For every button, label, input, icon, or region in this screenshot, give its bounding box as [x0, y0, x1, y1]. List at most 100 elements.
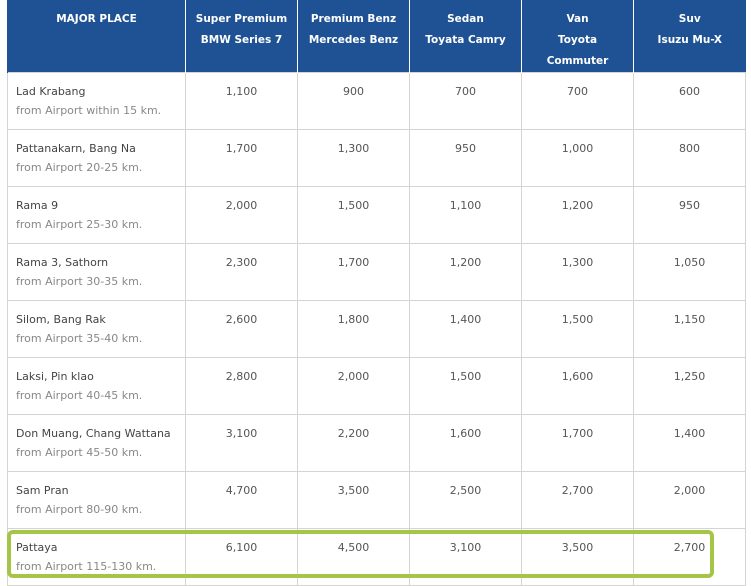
- place-distance: from Airport 35-40 km.: [16, 332, 143, 345]
- place-cell: Laksi, Pin klao from Airport 40-45 km.: [7, 357, 186, 415]
- price-sedan: 1,600: [409, 414, 522, 472]
- place-name: Don Muang, Chang Wattana: [16, 427, 171, 440]
- price-premium-benz: 900: [297, 72, 410, 130]
- price-premium-benz: 4,500: [297, 528, 410, 586]
- place-distance: from Airport 115-130 km.: [16, 560, 157, 573]
- price-suv: 1,150: [633, 300, 746, 358]
- price-super-premium: 2,300: [185, 243, 298, 301]
- price-super-premium: 2,600: [185, 300, 298, 358]
- price-van: 700: [521, 72, 634, 130]
- place-name: Rama 3, Sathorn: [16, 256, 109, 269]
- place-name: Pattaya: [16, 541, 58, 554]
- price-premium-benz: 1,300: [297, 129, 410, 187]
- price-sedan: 1,200: [409, 243, 522, 301]
- table-header-row: MAJOR PLACE Super Premium BMW Series 7 P…: [7, 0, 746, 73]
- header-line1: Super Premium: [195, 13, 288, 25]
- price-sedan: 3,100: [409, 528, 522, 586]
- header-line2: Mercedes Benz: [308, 34, 399, 46]
- header-line2: Toyata Camry: [425, 34, 506, 46]
- price-super-premium: 2,000: [185, 186, 298, 244]
- price-sedan: 700: [409, 72, 522, 130]
- price-super-premium: 1,100: [185, 72, 298, 130]
- price-sedan: 2,500: [409, 471, 522, 529]
- place-distance: from Airport 40-45 km.: [16, 389, 143, 402]
- price-van: 1,300: [521, 243, 634, 301]
- table-row: Pattanakarn, Bang Na from Airport 20-25 …: [7, 129, 746, 187]
- table-row: Silom, Bang Rak from Airport 35-40 km. 2…: [7, 300, 746, 358]
- header-sedan: Sedan Toyata Camry: [409, 0, 522, 73]
- table-row: Rama 9 from Airport 25-30 km. 2,000 1,50…: [7, 186, 746, 244]
- place-distance: from Airport 25-30 km.: [16, 218, 143, 231]
- price-van: 3,500: [521, 528, 634, 586]
- place-cell: Pattanakarn, Bang Na from Airport 20-25 …: [7, 129, 186, 187]
- price-van: 1,000: [521, 129, 634, 187]
- place-distance: from Airport 20-25 km.: [16, 161, 143, 174]
- price-van: 1,600: [521, 357, 634, 415]
- price-suv: 2,000: [633, 471, 746, 529]
- price-suv: 1,250: [633, 357, 746, 415]
- place-name: Rama 9: [16, 199, 59, 212]
- place-cell: Don Muang, Chang Wattana from Airport 45…: [7, 414, 186, 472]
- place-name: Sam Pran: [16, 484, 69, 497]
- header-line2: Toyota Commuter: [546, 34, 609, 67]
- price-super-premium: 4,700: [185, 471, 298, 529]
- price-super-premium: 6,100: [185, 528, 298, 586]
- place-distance: from Airport 80-90 km.: [16, 503, 143, 516]
- header-premium-benz: Premium Benz Mercedes Benz: [297, 0, 410, 73]
- table-row: Rama 3, Sathorn from Airport 30-35 km. 2…: [7, 243, 746, 301]
- price-suv: 1,400: [633, 414, 746, 472]
- place-distance: from Airport 30-35 km.: [16, 275, 143, 288]
- place-name: Pattanakarn, Bang Na: [16, 142, 136, 155]
- price-suv: 950: [633, 186, 746, 244]
- price-premium-benz: 2,200: [297, 414, 410, 472]
- price-van: 1,700: [521, 414, 634, 472]
- price-super-premium: 3,100: [185, 414, 298, 472]
- place-distance: from Airport within 15 km.: [16, 104, 162, 117]
- price-sedan: 950: [409, 129, 522, 187]
- place-cell: Rama 3, Sathorn from Airport 30-35 km.: [7, 243, 186, 301]
- table-row: Lad Krabang from Airport within 15 km. 1…: [7, 72, 746, 130]
- place-cell: Pattaya from Airport 115-130 km.: [7, 528, 186, 586]
- table-row: Sam Pran from Airport 80-90 km. 4,700 3,…: [7, 471, 746, 529]
- price-suv: 800: [633, 129, 746, 187]
- table-row: Laksi, Pin klao from Airport 40-45 km. 2…: [7, 357, 746, 415]
- header-line1: Suv: [678, 13, 701, 25]
- place-distance: from Airport 45-50 km.: [16, 446, 143, 459]
- price-super-premium: 1,700: [185, 129, 298, 187]
- header-super-premium: Super Premium BMW Series 7: [185, 0, 298, 73]
- price-premium-benz: 2,000: [297, 357, 410, 415]
- price-premium-benz: 1,500: [297, 186, 410, 244]
- transfer-rates-table: MAJOR PLACE Super Premium BMW Series 7 P…: [7, 0, 746, 586]
- price-sedan: 1,500: [409, 357, 522, 415]
- price-van: 1,500: [521, 300, 634, 358]
- place-cell: Sam Pran from Airport 80-90 km.: [7, 471, 186, 529]
- table-row-highlighted: Pattaya from Airport 115-130 km. 6,100 4…: [7, 528, 746, 586]
- place-name: Laksi, Pin klao: [16, 370, 94, 383]
- price-sedan: 1,400: [409, 300, 522, 358]
- header-line2: Isuzu Mu-X: [657, 34, 722, 46]
- table-row: Don Muang, Chang Wattana from Airport 45…: [7, 414, 746, 472]
- header-line2: BMW Series 7: [200, 34, 283, 46]
- place-cell: Rama 9 from Airport 25-30 km.: [7, 186, 186, 244]
- price-van: 1,200: [521, 186, 634, 244]
- place-cell: Lad Krabang from Airport within 15 km.: [7, 72, 186, 130]
- price-suv: 600: [633, 72, 746, 130]
- place-name: Silom, Bang Rak: [16, 313, 106, 326]
- place-name: Lad Krabang: [16, 85, 86, 98]
- header-line1: MAJOR PLACE: [56, 13, 137, 25]
- price-suv: 1,050: [633, 243, 746, 301]
- price-sedan: 1,100: [409, 186, 522, 244]
- price-premium-benz: 3,500: [297, 471, 410, 529]
- header-suv: Suv Isuzu Mu-X: [633, 0, 746, 73]
- header-van: Van Toyota Commuter: [521, 0, 634, 73]
- price-premium-benz: 1,700: [297, 243, 410, 301]
- price-van: 2,700: [521, 471, 634, 529]
- header-line1: Sedan: [447, 13, 484, 25]
- price-super-premium: 2,800: [185, 357, 298, 415]
- price-premium-benz: 1,800: [297, 300, 410, 358]
- header-major-place: MAJOR PLACE: [7, 0, 186, 73]
- header-line1: Premium Benz: [310, 13, 397, 25]
- place-cell: Silom, Bang Rak from Airport 35-40 km.: [7, 300, 186, 358]
- price-suv: 2,700: [633, 528, 746, 586]
